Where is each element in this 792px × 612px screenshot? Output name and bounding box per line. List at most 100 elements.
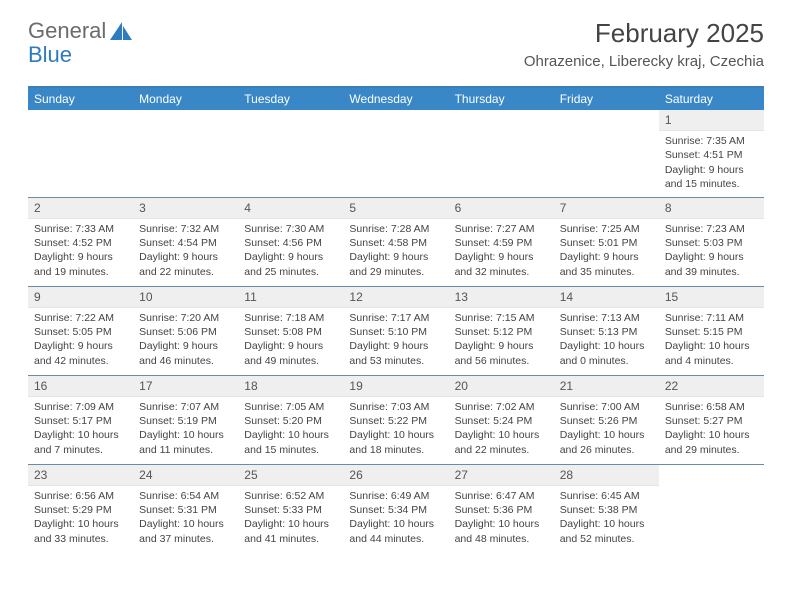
day-number: 18 bbox=[238, 376, 343, 397]
day-cell: 28Sunrise: 6:45 AMSunset: 5:38 PMDayligh… bbox=[554, 465, 659, 553]
day-cell: 10Sunrise: 7:20 AMSunset: 5:06 PMDayligh… bbox=[133, 287, 238, 375]
sunset-text: Sunset: 4:54 PM bbox=[139, 236, 232, 250]
sunset-text: Sunset: 5:12 PM bbox=[455, 325, 548, 339]
sunrise-text: Sunrise: 6:49 AM bbox=[349, 489, 442, 503]
daylight-text: Daylight: 9 hours bbox=[34, 339, 127, 353]
day-cell: 18Sunrise: 7:05 AMSunset: 5:20 PMDayligh… bbox=[238, 376, 343, 464]
day-cell: 17Sunrise: 7:07 AMSunset: 5:19 PMDayligh… bbox=[133, 376, 238, 464]
daylight-text: and 22 minutes. bbox=[455, 443, 548, 457]
sunrise-text: Sunrise: 7:32 AM bbox=[139, 222, 232, 236]
day-number: 20 bbox=[449, 376, 554, 397]
daylight-text: Daylight: 9 hours bbox=[349, 250, 442, 264]
week-row: 23Sunrise: 6:56 AMSunset: 5:29 PMDayligh… bbox=[28, 465, 764, 553]
sunrise-text: Sunrise: 7:02 AM bbox=[455, 400, 548, 414]
daylight-text: Daylight: 9 hours bbox=[455, 250, 548, 264]
day-number: 6 bbox=[449, 198, 554, 219]
sunrise-text: Sunrise: 7:20 AM bbox=[139, 311, 232, 325]
day-cell: 24Sunrise: 6:54 AMSunset: 5:31 PMDayligh… bbox=[133, 465, 238, 553]
logo-sail-icon bbox=[110, 22, 132, 40]
sunset-text: Sunset: 5:36 PM bbox=[455, 503, 548, 517]
daylight-text: Daylight: 10 hours bbox=[139, 428, 232, 442]
daylight-text: and 26 minutes. bbox=[560, 443, 653, 457]
sunset-text: Sunset: 5:19 PM bbox=[139, 414, 232, 428]
daylight-text: Daylight: 10 hours bbox=[349, 517, 442, 531]
sunrise-text: Sunrise: 7:03 AM bbox=[349, 400, 442, 414]
weekday-header-thursday: Thursday bbox=[449, 88, 554, 110]
daylight-text: and 46 minutes. bbox=[139, 354, 232, 368]
sunrise-text: Sunrise: 7:17 AM bbox=[349, 311, 442, 325]
daylight-text: and 42 minutes. bbox=[34, 354, 127, 368]
empty-cell bbox=[28, 110, 133, 197]
daylight-text: and 39 minutes. bbox=[665, 265, 758, 279]
calendar: SundayMondayTuesdayWednesdayThursdayFrid… bbox=[28, 86, 764, 553]
day-cell: 12Sunrise: 7:17 AMSunset: 5:10 PMDayligh… bbox=[343, 287, 448, 375]
daylight-text: and 29 minutes. bbox=[665, 443, 758, 457]
weekday-header-row: SundayMondayTuesdayWednesdayThursdayFrid… bbox=[28, 88, 764, 110]
daylight-text: Daylight: 10 hours bbox=[139, 517, 232, 531]
sunrise-text: Sunrise: 6:52 AM bbox=[244, 489, 337, 503]
sunrise-text: Sunrise: 7:07 AM bbox=[139, 400, 232, 414]
daylight-text: and 22 minutes. bbox=[139, 265, 232, 279]
day-number: 24 bbox=[133, 465, 238, 486]
sunrise-text: Sunrise: 7:00 AM bbox=[560, 400, 653, 414]
week-row: 1Sunrise: 7:35 AMSunset: 4:51 PMDaylight… bbox=[28, 110, 764, 198]
daylight-text: and 18 minutes. bbox=[349, 443, 442, 457]
sunset-text: Sunset: 5:01 PM bbox=[560, 236, 653, 250]
month-title: February 2025 bbox=[524, 18, 764, 49]
day-number: 27 bbox=[449, 465, 554, 486]
empty-cell bbox=[238, 110, 343, 197]
day-number: 8 bbox=[659, 198, 764, 219]
daylight-text: Daylight: 9 hours bbox=[244, 339, 337, 353]
day-number: 4 bbox=[238, 198, 343, 219]
daylight-text: and 15 minutes. bbox=[244, 443, 337, 457]
daylight-text: Daylight: 10 hours bbox=[665, 428, 758, 442]
day-cell: 11Sunrise: 7:18 AMSunset: 5:08 PMDayligh… bbox=[238, 287, 343, 375]
daylight-text: and 37 minutes. bbox=[139, 532, 232, 546]
daylight-text: Daylight: 10 hours bbox=[455, 517, 548, 531]
daylight-text: Daylight: 9 hours bbox=[455, 339, 548, 353]
sunrise-text: Sunrise: 7:25 AM bbox=[560, 222, 653, 236]
daylight-text: Daylight: 9 hours bbox=[665, 250, 758, 264]
sunrise-text: Sunrise: 7:33 AM bbox=[34, 222, 127, 236]
daylight-text: and 33 minutes. bbox=[34, 532, 127, 546]
daylight-text: and 52 minutes. bbox=[560, 532, 653, 546]
logo-word1: General bbox=[28, 18, 106, 44]
weekday-header-sunday: Sunday bbox=[28, 88, 133, 110]
day-cell: 26Sunrise: 6:49 AMSunset: 5:34 PMDayligh… bbox=[343, 465, 448, 553]
sunset-text: Sunset: 4:59 PM bbox=[455, 236, 548, 250]
daylight-text: and 4 minutes. bbox=[665, 354, 758, 368]
sunset-text: Sunset: 5:34 PM bbox=[349, 503, 442, 517]
sunrise-text: Sunrise: 7:30 AM bbox=[244, 222, 337, 236]
sunset-text: Sunset: 5:15 PM bbox=[665, 325, 758, 339]
sunset-text: Sunset: 5:24 PM bbox=[455, 414, 548, 428]
day-number: 12 bbox=[343, 287, 448, 308]
daylight-text: Daylight: 9 hours bbox=[139, 339, 232, 353]
day-number: 15 bbox=[659, 287, 764, 308]
daylight-text: and 44 minutes. bbox=[349, 532, 442, 546]
day-number: 28 bbox=[554, 465, 659, 486]
week-row: 9Sunrise: 7:22 AMSunset: 5:05 PMDaylight… bbox=[28, 287, 764, 376]
daylight-text: Daylight: 9 hours bbox=[139, 250, 232, 264]
sunrise-text: Sunrise: 7:35 AM bbox=[665, 134, 758, 148]
header: General February 2025 Ohrazenice, Libere… bbox=[0, 0, 792, 78]
day-number: 11 bbox=[238, 287, 343, 308]
sunrise-text: Sunrise: 6:54 AM bbox=[139, 489, 232, 503]
daylight-text: Daylight: 9 hours bbox=[244, 250, 337, 264]
sunrise-text: Sunrise: 7:27 AM bbox=[455, 222, 548, 236]
daylight-text: and 15 minutes. bbox=[665, 177, 758, 191]
sunset-text: Sunset: 5:06 PM bbox=[139, 325, 232, 339]
daylight-text: Daylight: 10 hours bbox=[244, 517, 337, 531]
daylight-text: Daylight: 10 hours bbox=[560, 428, 653, 442]
logo: General bbox=[28, 18, 132, 44]
day-cell: 3Sunrise: 7:32 AMSunset: 4:54 PMDaylight… bbox=[133, 198, 238, 286]
empty-cell bbox=[343, 110, 448, 197]
sunset-text: Sunset: 5:08 PM bbox=[244, 325, 337, 339]
sunset-text: Sunset: 5:27 PM bbox=[665, 414, 758, 428]
day-cell: 25Sunrise: 6:52 AMSunset: 5:33 PMDayligh… bbox=[238, 465, 343, 553]
weekday-header-friday: Friday bbox=[554, 88, 659, 110]
day-cell: 7Sunrise: 7:25 AMSunset: 5:01 PMDaylight… bbox=[554, 198, 659, 286]
day-cell: 23Sunrise: 6:56 AMSunset: 5:29 PMDayligh… bbox=[28, 465, 133, 553]
daylight-text: Daylight: 10 hours bbox=[34, 517, 127, 531]
sunset-text: Sunset: 4:56 PM bbox=[244, 236, 337, 250]
daylight-text: and 19 minutes. bbox=[34, 265, 127, 279]
